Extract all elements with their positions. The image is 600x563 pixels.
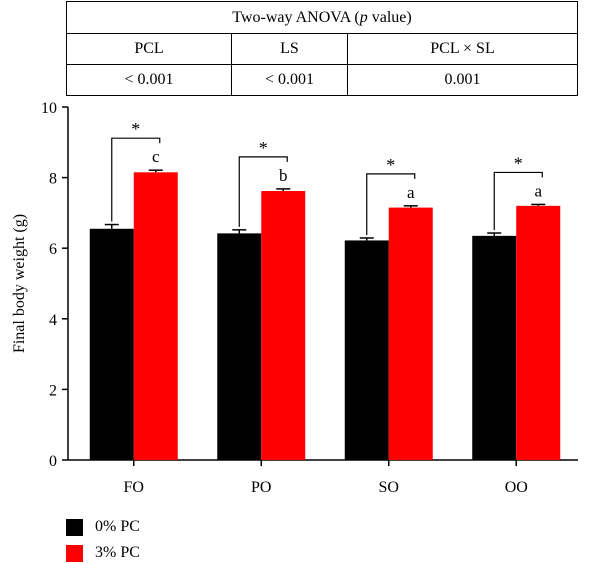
- x-tick-label-1: PO: [251, 479, 271, 496]
- y-tick-label-1: 2: [49, 382, 57, 399]
- bracket-star-1: *: [259, 138, 268, 158]
- bar-s0-3: [472, 235, 517, 460]
- bracket-star-3: *: [514, 153, 523, 173]
- anova-header-interaction: PCL × SL: [346, 33, 579, 65]
- legend-swatch-0: [66, 518, 83, 536]
- sig-label-0: c: [152, 147, 160, 166]
- bracket-0: [111, 137, 161, 222]
- bar-s0-0: [89, 228, 134, 460]
- bracket-3: [493, 171, 543, 231]
- x-tick-label-2: SO: [379, 479, 399, 496]
- sig-label-1: b: [279, 166, 288, 185]
- anova-header-row: PCL LS PCL × SL: [66, 33, 579, 65]
- bracket-star-0: *: [131, 119, 140, 139]
- bar-s0-1: [217, 233, 262, 460]
- legend-label-1: 3% PC: [95, 544, 140, 561]
- x-tick-label-0: FO: [124, 479, 144, 496]
- x-tick-label-3: OO: [505, 479, 528, 496]
- bracket-2: [366, 173, 416, 235]
- bracket-star-2: *: [386, 155, 395, 175]
- legend-label-0: 0% PC: [95, 518, 140, 535]
- anova-value-pcl: < 0.001: [66, 64, 232, 96]
- bar-s1-3: [516, 205, 561, 460]
- y-tick-label-0: 0: [49, 453, 57, 470]
- sig-label-2: a: [407, 183, 415, 202]
- y-tick-label-5: 10: [41, 100, 57, 117]
- anova-value-interaction: 0.001: [346, 64, 579, 96]
- legend-swatch-1: [66, 544, 83, 562]
- bar-chart: 0 2 4 6 8 10 Final body weight (g) FO c * PO b * SO a *…: [11, 100, 578, 496]
- anova-value-ls: < 0.001: [231, 64, 348, 96]
- y-tick-label-3: 6: [49, 241, 57, 258]
- anova-title: Two-way ANOVA (p value): [65, 1, 579, 34]
- anova-title-italic: p: [359, 8, 368, 26]
- y-tick-label-2: 4: [49, 312, 57, 329]
- y-axis-label: Final body weight (g): [11, 214, 28, 353]
- anova-table: Two-way ANOVA (p value) PCL LS PCL × SL …: [65, 1, 579, 96]
- bar-s0-2: [344, 240, 389, 460]
- legend-item-0: 0% PC: [66, 518, 140, 536]
- anova-header-pcl: PCL: [66, 33, 232, 65]
- legend-item-1: 3% PC: [66, 544, 140, 562]
- y-tick-label-4: 8: [49, 171, 57, 188]
- anova-value-row: < 0.001 < 0.001 0.001: [66, 64, 579, 96]
- anova-title-main: Two-way ANOVA (: [232, 8, 360, 26]
- anova-title-end: value): [367, 8, 412, 26]
- bar-s1-1: [261, 191, 306, 460]
- anova-title-row: Two-way ANOVA (p value): [65, 1, 579, 34]
- sig-label-3: a: [534, 181, 542, 200]
- bracket-1: [238, 156, 288, 227]
- bar-s1-2: [388, 207, 433, 460]
- bar-s1-0: [133, 172, 178, 460]
